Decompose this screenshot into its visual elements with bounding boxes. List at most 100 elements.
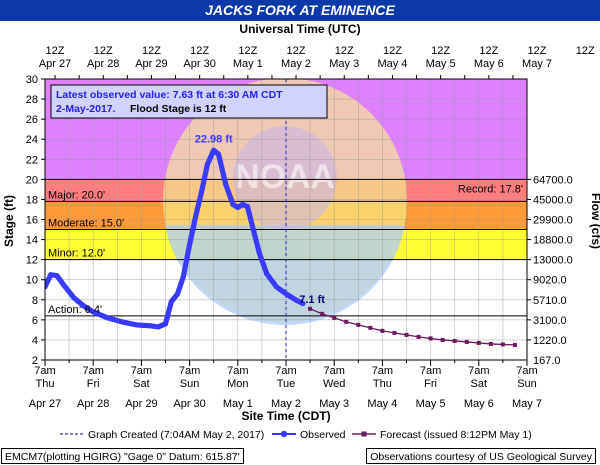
top-tick-date: Apr 30 [183,58,215,70]
forecast-point [440,337,445,342]
bottom-tick-time: 7am [275,365,296,377]
forecast-point [344,319,349,324]
top-tick-time: 12Z [238,45,257,57]
flood-label-minor: Minor: 12.0' [48,248,105,260]
stage-tick-label: 14 [26,235,38,247]
forecast-point [320,311,325,316]
stage-tick-label: 10 [26,275,38,287]
flow-tick-label: 45000.0 [533,194,573,206]
bottom-tick-day: Wed [323,378,345,390]
top-tick-date: May 6 [474,58,504,70]
stage-tick-label: 8 [32,295,38,307]
top-tick-time: 12Z [94,45,113,57]
top-tick-date: Apr 28 [87,58,119,70]
bottom-tick-day: Sun [517,378,537,390]
stage-tick-label: 16 [26,215,38,227]
bottom-tick-time: 7am [227,365,248,377]
bottom-tick-date: May 6 [464,398,494,410]
bottom-tick-date: Apr 28 [77,398,109,410]
bottom-tick-time: 7am [468,365,489,377]
top-axis-title: Universal Time (UTC) [239,22,360,36]
legend-observed-label: Observed [300,429,346,441]
top-tick-date: May 5 [426,58,456,70]
forecast-start-annotation: 7.1 ft [299,294,325,306]
stage-tick-label: 18 [26,194,38,206]
top-tick-date: May 3 [329,58,359,70]
flow-tick-label: 1220.0 [533,335,567,347]
flow-tick-label: 29900.0 [533,215,573,227]
legend-observed-marker [280,430,288,438]
top-tick-time: 12Z [479,45,498,57]
stage-axis-title: Stage (ft) [2,195,16,247]
legend-forecast-marker [361,431,367,437]
flow-tick-label: 167.0 [533,355,561,367]
flood-stage-note: Flood Stage is 12 ft [130,103,227,115]
bottom-tick-date: Apr 30 [173,398,205,410]
stage-tick-label: 2 [32,355,38,367]
flow-tick-label: 18800.0 [533,235,573,247]
latest-observed-background [50,84,328,119]
stage-tick-label: 24 [26,134,38,146]
emblem-inner-circle [233,126,337,230]
flow-tick-label: 9020.0 [533,275,567,287]
top-tick-date: May 1 [233,58,263,70]
flow-tick-label: 3100.0 [533,315,567,327]
top-tick-time: 12Z [142,45,161,57]
bottom-tick-day: Sun [180,378,200,390]
bottom-tick-time: 7am [516,365,537,377]
latest-observed-line-1: Latest observed value: 7.63 ft at 6:30 A… [56,89,283,101]
bottom-tick-day: Thu [373,378,392,390]
forecast-point [488,341,493,346]
legend: Graph Created (7:04AM May 2, 2017) Obser… [60,429,532,441]
legend-created-label: Graph Created (7:04AM May 2, 2017) [88,429,264,441]
forecast-point [416,334,421,339]
bottom-tick-date: May 1 [223,398,253,410]
bottom-axis-title: Site Time (CDT) [241,409,330,423]
stage-tick-label: 4 [32,335,38,347]
bottom-tick-date: May 2 [271,398,301,410]
forecast-point [356,322,361,327]
top-tick-time: 12Z [287,45,306,57]
bottom-tick-time: 7am [179,365,200,377]
flood-label-record: Record: 17.8' [458,183,523,195]
forecast-point [380,328,385,333]
flood-label-major: Major: 20.0' [48,189,105,201]
stage-tick-label: 28 [26,94,38,106]
bottom-tick-day: Tue [277,378,296,390]
top-tick-time: 12Z [190,45,209,57]
observed-point [300,300,306,307]
bottom-tick-date: May 5 [416,398,446,410]
forecast-point [368,325,373,330]
stage-tick-label: 30 [26,74,38,86]
bottom-tick-time: 7am [82,365,103,377]
forecast-point [500,342,505,347]
bottom-tick-day: Mon [227,378,248,390]
bottom-tick-day: Fri [87,378,100,390]
title-bar [0,0,600,21]
top-tick-time: 12Z [431,45,450,57]
top-tick-date: Apr 29 [135,58,167,70]
bottom-tick-time: 7am [372,365,393,377]
top-tick-time: 12Z [528,45,547,57]
bottom-tick-day: Sat [133,378,150,390]
top-tick-time: 12Z [335,45,354,57]
legend-forecast-label: Forecast (issued 8:12PM May 1) [380,429,532,441]
bottom-tick-day: Sat [471,378,488,390]
top-tick-date: May 4 [377,58,407,70]
forecast-point [512,342,517,347]
bottom-tick-time: 7am [420,365,441,377]
source-footer: Observations courtesy of US Geological S… [366,448,596,464]
forecast-line [309,308,515,346]
emblem-text: NOAA [235,158,335,196]
bottom-tick-time: 7am [323,365,344,377]
stage-tick-label: 12 [26,255,38,267]
stage-tick-label: 22 [26,154,38,166]
flow-axis-title: Flow (cfs) [589,193,600,249]
top-tick-date: May 7 [522,58,552,70]
forecast-point [332,315,337,320]
forecast-point [308,306,313,311]
peak-annotation: 22.98 ft [195,133,233,145]
forecast-point [464,339,469,344]
bottom-tick-date: Apr 29 [125,398,157,410]
